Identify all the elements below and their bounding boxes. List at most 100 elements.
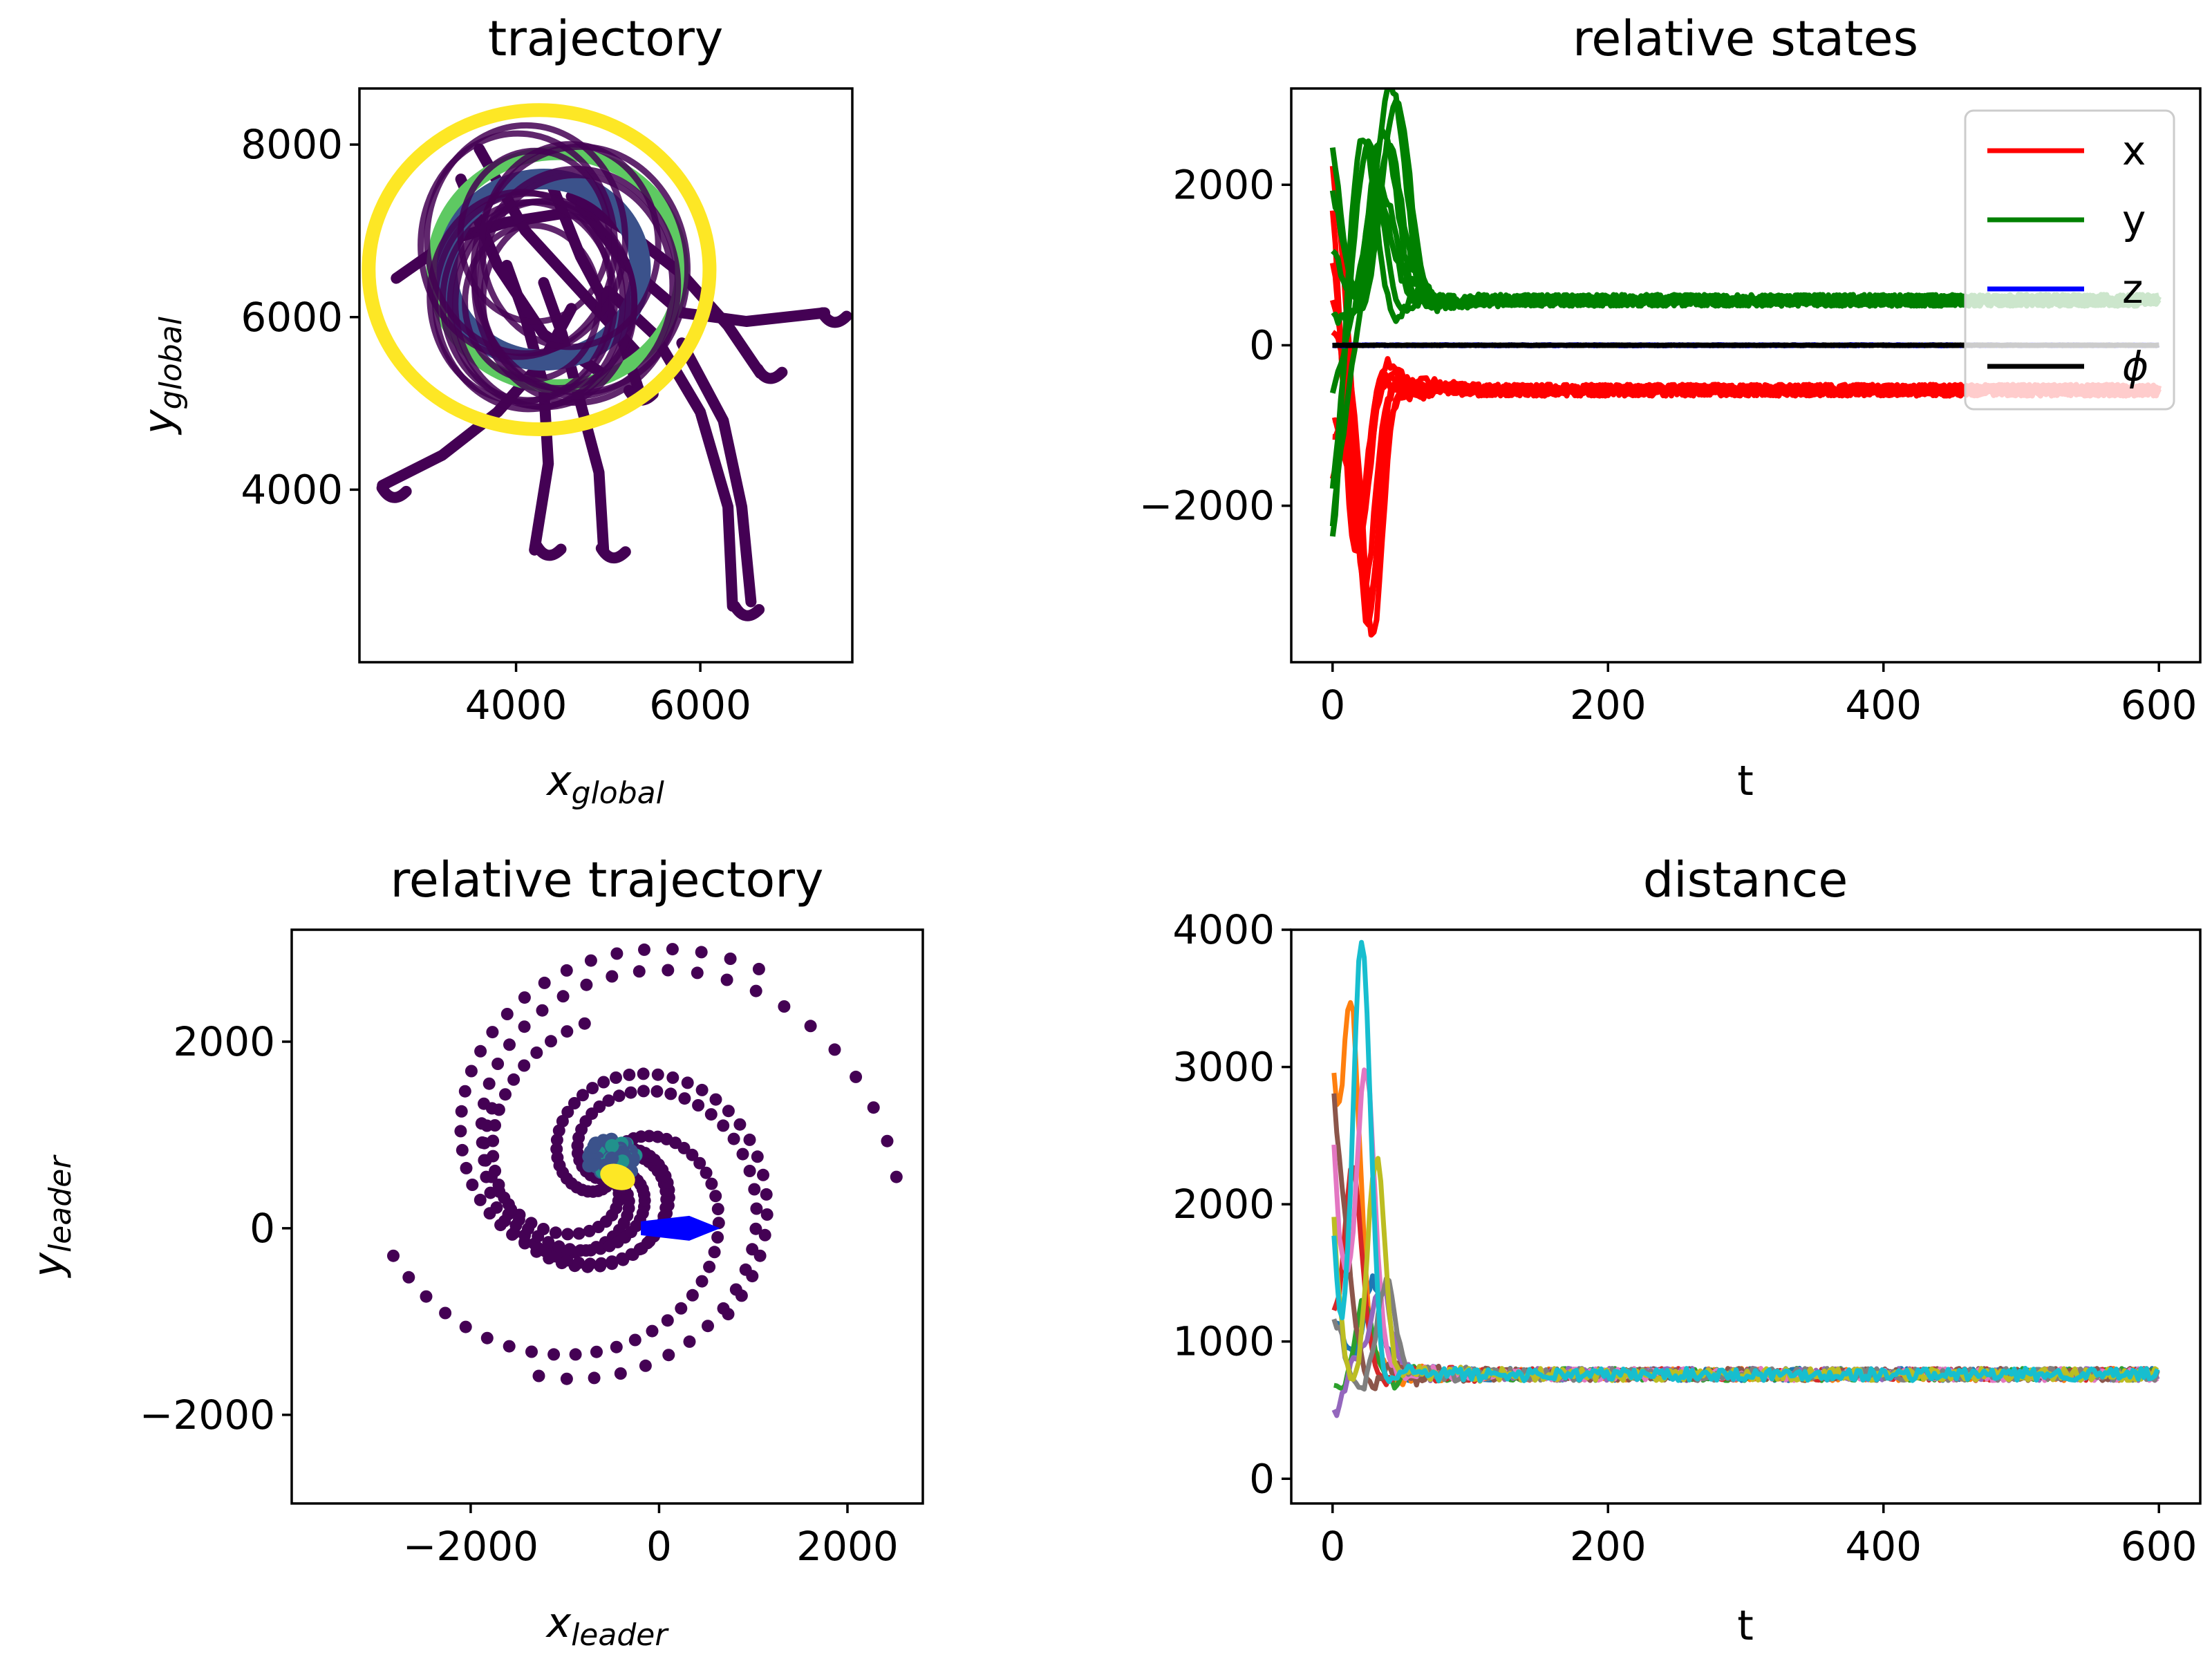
relative-trajectory-ytick-label: 2000 <box>173 1018 275 1065</box>
relative-trajectory-point <box>455 1105 468 1118</box>
relative-trajectory-point <box>753 1249 767 1262</box>
relative-trajectory-point <box>532 1369 545 1382</box>
relative-trajectory-point <box>624 1086 637 1099</box>
relative-trajectory-point <box>484 1186 497 1199</box>
relative-trajectory-point <box>492 1103 505 1116</box>
distance-ytick-label: 1000 <box>1172 1318 1275 1365</box>
relative-trajectory-point <box>722 1105 735 1118</box>
relative-trajectory-point <box>637 1085 650 1098</box>
relative-trajectory-point <box>480 1331 494 1344</box>
distance-ytick-label: 2000 <box>1172 1181 1275 1228</box>
relative-trajectory-point <box>651 1068 664 1081</box>
distance-ytick-label: 4000 <box>1172 906 1275 953</box>
relative-trajectory-point <box>751 1150 764 1163</box>
trajectory-hook <box>531 540 567 561</box>
relative-states-xtick-label: 0 <box>1320 682 1345 729</box>
relative-states-ytick-label: 0 <box>1249 321 1275 368</box>
relative-trajectory-point <box>675 1302 688 1315</box>
relative-trajectory-point <box>530 1046 543 1059</box>
relative-trajectory-point <box>692 1099 705 1112</box>
relative-trajectory-point <box>623 1068 636 1081</box>
relative-trajectory-point <box>632 965 646 978</box>
relative-trajectory-point <box>556 1115 569 1127</box>
relative-trajectory-point <box>746 1270 759 1283</box>
relative-trajectory-point <box>578 1017 591 1030</box>
relative-trajectory-point <box>536 1004 549 1017</box>
relative-trajectory-point <box>760 1208 774 1221</box>
relative-trajectory-cluster-point <box>587 1139 601 1154</box>
trajectory-inner-loop <box>471 165 682 406</box>
relative-trajectory-point <box>704 1108 718 1121</box>
relative-trajectory-point <box>828 1043 841 1056</box>
relative-trajectory-point <box>722 1308 735 1321</box>
relative-trajectory-point <box>518 1020 531 1033</box>
relative-trajectory-point <box>597 1076 610 1089</box>
relative-trajectory-point <box>702 1320 714 1333</box>
relative-trajectory-cluster-point <box>605 1151 619 1165</box>
relative-trajectory-point <box>561 1254 574 1267</box>
relative-trajectory-point <box>735 1289 748 1302</box>
relative-trajectory-point <box>458 1085 471 1098</box>
relative-trajectory-point <box>572 1227 585 1240</box>
relative-trajectory-point <box>615 1252 628 1265</box>
relative-trajectory-point <box>749 984 762 997</box>
relative-trajectory-point <box>560 964 573 977</box>
distance-ticks: 0 200 400 600 0 1000 2000 3000 4000 <box>1172 906 2197 1570</box>
relative-trajectory-ylabel: yleader <box>24 1154 78 1279</box>
trajectory-ytick-label: 8000 <box>241 121 343 168</box>
relative-trajectory-point <box>545 1035 557 1048</box>
relative-trajectory-point <box>503 1340 516 1353</box>
relative-trajectory-point <box>720 973 733 986</box>
relative-trajectory-point <box>574 1244 587 1257</box>
relative-trajectory-point <box>586 1082 599 1095</box>
relative-trajectory-point <box>518 1059 531 1072</box>
relative-trajectory-point <box>560 1372 573 1385</box>
distance-line <box>1331 1000 2159 1387</box>
trajectory-hook <box>816 307 852 328</box>
relative-trajectory-point <box>661 1314 674 1327</box>
relative-trajectory-point <box>482 1077 496 1090</box>
relative-states-legend: x y z ϕ <box>1964 109 2175 411</box>
relative-trajectory-point <box>614 1367 627 1380</box>
relative-trajectory-point <box>606 1255 619 1268</box>
relative-trajectory-point <box>552 1124 565 1137</box>
relative-trajectory-point <box>705 1177 718 1190</box>
relative-trajectory-point <box>662 964 675 977</box>
relative-trajectory-point <box>487 1150 500 1163</box>
distance-title: distance <box>1643 852 1848 908</box>
relative-trajectory-point <box>711 1203 724 1216</box>
relative-trajectory-point <box>664 1087 677 1100</box>
relative-trajectory-point <box>666 943 679 956</box>
relative-trajectory-point <box>549 1226 562 1239</box>
relative-trajectory-point <box>538 976 551 989</box>
trajectory-axes-frame <box>358 87 854 664</box>
relative-trajectory-point <box>465 1065 478 1078</box>
distance-ytick-label: 3000 <box>1172 1044 1275 1091</box>
relative-trajectory-point <box>708 1246 721 1259</box>
relative-trajectory-point <box>750 1202 763 1215</box>
distance-ytick-label: 0 <box>1249 1455 1275 1502</box>
distance-line <box>1333 1273 2158 1384</box>
trajectory-title: trajectory <box>488 10 724 67</box>
relative-trajectory-point <box>507 1073 521 1086</box>
relative-trajectory-point <box>748 1183 761 1196</box>
relative-trajectory-point <box>550 1134 563 1147</box>
relative-trajectory-point <box>703 1260 716 1273</box>
relative-trajectory-point <box>460 1161 473 1174</box>
relative-trajectory-point <box>584 954 597 967</box>
relative-trajectory-xtick-label: 2000 <box>796 1523 899 1570</box>
relative-trajectory-point <box>500 1008 514 1020</box>
relative-trajectory-cluster-point <box>605 1138 619 1153</box>
relative-trajectory-point <box>547 1348 561 1361</box>
relative-states-xtick-label: 400 <box>1845 682 1922 729</box>
relative-trajectory-point <box>503 1038 516 1051</box>
relative-trajectory-point <box>727 1132 740 1145</box>
relative-trajectory-point <box>492 1179 505 1191</box>
trajectory-path <box>676 337 757 608</box>
relative-trajectory-point <box>804 1020 817 1033</box>
trajectory-hook <box>376 482 412 503</box>
relative-states-xtick-label: 200 <box>1570 682 1647 729</box>
relative-trajectory-point <box>556 990 570 1003</box>
trajectory-ytick-label: 6000 <box>241 294 343 341</box>
relative-trajectory-point <box>717 1119 730 1132</box>
